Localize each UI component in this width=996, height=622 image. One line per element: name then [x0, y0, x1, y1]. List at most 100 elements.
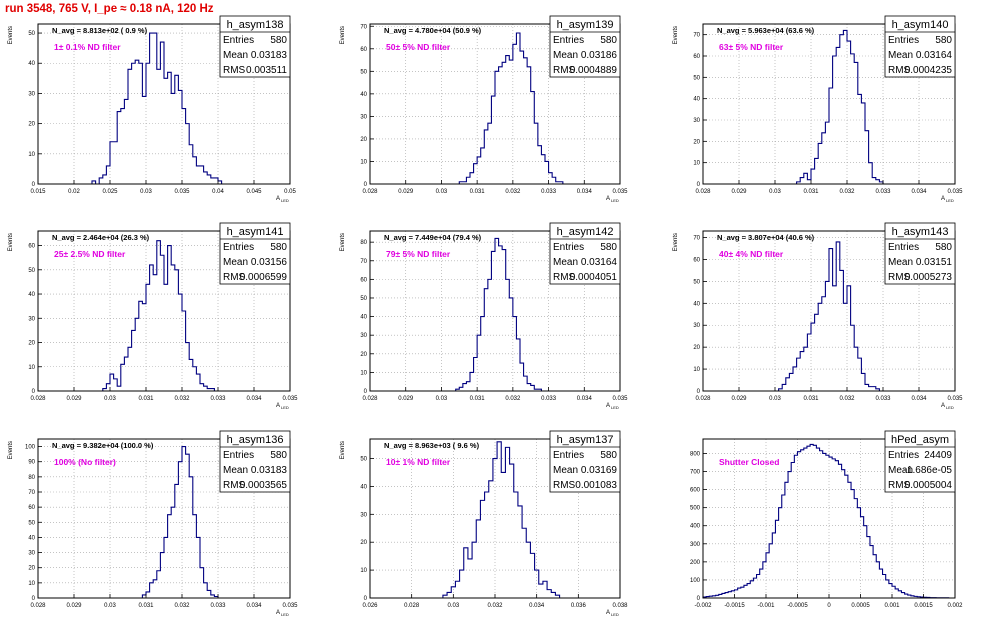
y-tick-label: 20	[28, 122, 35, 128]
x-axis-title: ALED	[941, 196, 954, 203]
x-tick-label: 0.033	[210, 396, 226, 402]
x-axis-title-subscript: LED	[611, 405, 619, 410]
run-title: run 3548, 765 V, I_pe ≈ 0.18 nA, 120 Hz	[5, 3, 214, 15]
stats-label: RMS	[223, 65, 246, 76]
plot-frame	[37, 230, 291, 392]
x-tick-label: 0.038	[612, 603, 628, 609]
y-tick-label: 20	[360, 540, 367, 546]
y-tick-label: 30	[28, 91, 35, 97]
stats-title: h_asym141	[227, 226, 284, 238]
histogram-panel-h_asym143: 0.028 0.029 0.03 0.031 0.032 0.033 0.034 0.035 0…	[673, 222, 963, 410]
x-axis-title: ALED	[276, 403, 289, 410]
x-tick-label: 0	[827, 603, 831, 609]
y-tick-label: 70	[693, 236, 700, 242]
x-tick-label: 0.026	[362, 603, 378, 609]
y-axis-title: Events	[340, 233, 346, 251]
x-tick-label: 0.034	[911, 189, 927, 195]
y-tick-label: 50	[693, 279, 700, 285]
x-tick-label: 0.032	[174, 603, 190, 609]
stats-label: Entries	[553, 35, 584, 46]
x-tick-label: 0.031	[803, 189, 819, 195]
y-tick-label: 100	[25, 445, 36, 451]
y-tick-label: 10	[693, 161, 700, 167]
x-axis-title: ALED	[606, 196, 619, 203]
histogram-line	[702, 443, 955, 599]
y-tick-label: 60	[28, 244, 35, 250]
stats-label: Mean	[888, 50, 913, 61]
stats-title: h_asym140	[892, 19, 949, 31]
x-axis-title-subscript: LED	[946, 198, 954, 203]
y-tick-label: 20	[693, 139, 700, 145]
filter-annotation: 40± 4% ND filter	[719, 249, 784, 259]
y-tick-label: 40	[360, 92, 367, 98]
y-tick-label: 0	[32, 182, 36, 188]
filter-annotation: 79± 5% ND filter	[386, 249, 451, 259]
stats-box	[549, 15, 621, 78]
x-tick-label: -0.0005	[787, 603, 808, 609]
stats-label: Mean	[553, 465, 578, 476]
y-tick-label: 60	[360, 47, 367, 53]
histogram-panel-h_asym140: 0.028 0.029 0.03 0.031 0.032 0.033 0.034 0.035 0…	[673, 15, 963, 203]
y-tick-label: 40	[28, 61, 35, 67]
y-tick-label: 800	[690, 451, 701, 457]
x-tick-label: 0.033	[875, 396, 891, 402]
y-tick-label: 30	[28, 316, 35, 322]
x-tick-label: 0.032	[839, 189, 855, 195]
x-tick-label: 0.03	[104, 603, 116, 609]
x-axis-title-subscript: LED	[611, 612, 619, 617]
stats-value: 0.03164	[581, 257, 618, 268]
y-tick-label: 20	[360, 352, 367, 358]
x-tick-label: 0.028	[362, 189, 378, 195]
histogram-line	[778, 241, 880, 391]
stats-label: RMS	[553, 65, 576, 76]
stats-title: hPed_asym	[891, 434, 949, 446]
y-tick-label: 80	[360, 240, 367, 246]
y-tick-label: 50	[28, 268, 35, 274]
y-tick-label: 0	[697, 389, 701, 395]
stats-value: 0.03183	[251, 50, 288, 61]
stats-label: RMS	[888, 65, 911, 76]
stats-title: h_asym143	[892, 226, 949, 238]
y-tick-label: 20	[28, 341, 35, 347]
y-tick-label: 10	[693, 367, 700, 373]
x-tick-label: 0.034	[529, 603, 545, 609]
x-tick-label: 0.029	[66, 603, 82, 609]
x-tick-label: 0.03	[769, 189, 781, 195]
x-tick-label: 0.035	[612, 396, 628, 402]
x-tick-label: 0.028	[695, 396, 711, 402]
stats-box	[884, 430, 956, 493]
stats-label: Entries	[223, 35, 254, 46]
stats-value: 580	[600, 242, 617, 253]
plot-frame	[702, 23, 956, 185]
x-tick-label: 0.029	[398, 189, 414, 195]
x-axis-title: ALED	[276, 196, 289, 203]
x-tick-label: 0.015	[30, 189, 46, 195]
x-tick-label: 0.035	[174, 189, 190, 195]
x-tick-label: 0.029	[731, 189, 747, 195]
stats-value: 0.03186	[581, 50, 618, 61]
y-tick-label: 10	[360, 568, 367, 574]
y-tick-label: 70	[693, 33, 700, 39]
y-tick-label: 400	[690, 524, 701, 530]
navg-annotation: N_avg = 2.464e+04 (26.3 %)	[52, 233, 150, 242]
y-tick-label: 60	[28, 505, 35, 511]
stats-value: 0.003511	[246, 65, 287, 76]
x-tick-label: 0.032	[505, 396, 521, 402]
y-tick-label: 10	[28, 581, 35, 587]
y-axis-title: Events	[673, 233, 679, 251]
x-tick-label: 0.031	[138, 603, 154, 609]
stats-label: Mean	[553, 50, 578, 61]
y-tick-label: 30	[360, 114, 367, 120]
stats-value: 0.0004235	[905, 65, 953, 76]
navg-annotation: N_avg = 5.963e+04 (63.6 %)	[717, 26, 815, 35]
histogram-line	[455, 237, 542, 391]
y-tick-label: 0	[32, 389, 36, 395]
x-axis-title-subscript: LED	[611, 198, 619, 203]
stats-label: RMS	[888, 480, 911, 491]
x-tick-label: 0.045	[246, 189, 262, 195]
y-tick-label: 30	[360, 512, 367, 518]
stats-label: RMS	[888, 272, 911, 283]
y-tick-label: 40	[28, 292, 35, 298]
plot-frame	[369, 23, 621, 185]
